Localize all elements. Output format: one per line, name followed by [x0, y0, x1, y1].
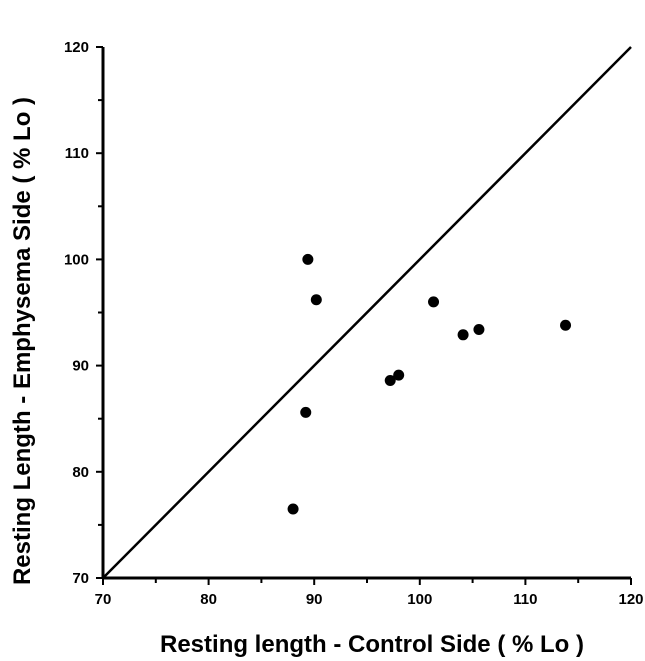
identity-line — [102, 46, 632, 579]
y-tick-label: 90 — [72, 358, 89, 375]
y-axis-title: Resting Length - Emphysema Side ( % Lo ) — [9, 97, 36, 585]
y-tick-label: 70 — [72, 570, 89, 587]
x-tick-label: 80 — [200, 591, 217, 608]
data-point — [428, 296, 440, 308]
x-axis-title: Resting length - Control Side ( % Lo ) — [160, 631, 584, 658]
data-point — [457, 329, 469, 341]
data-point — [302, 253, 314, 265]
y-axis-ticks: 70 80 90 100 110 120 — [64, 39, 103, 587]
y-tick-label: 80 — [72, 464, 89, 481]
x-tick-label: 120 — [618, 591, 643, 608]
x-tick-label: 100 — [407, 591, 432, 608]
data-point — [300, 406, 312, 418]
y-tick-label: 120 — [64, 39, 89, 56]
data-point — [393, 369, 405, 381]
x-tick-label: 90 — [306, 591, 323, 608]
y-tick-label: 110 — [65, 145, 89, 162]
data-points — [287, 253, 572, 515]
data-point — [287, 503, 299, 515]
data-point — [310, 294, 322, 306]
x-axis-ticks: 70 80 90 100 110 120 — [95, 578, 644, 608]
data-point — [473, 323, 485, 335]
data-point — [384, 374, 396, 386]
x-tick-label: 70 — [95, 591, 112, 608]
y-tick-label: 100 — [64, 251, 89, 268]
data-point — [560, 319, 572, 331]
x-tick-label: 110 — [513, 591, 537, 608]
